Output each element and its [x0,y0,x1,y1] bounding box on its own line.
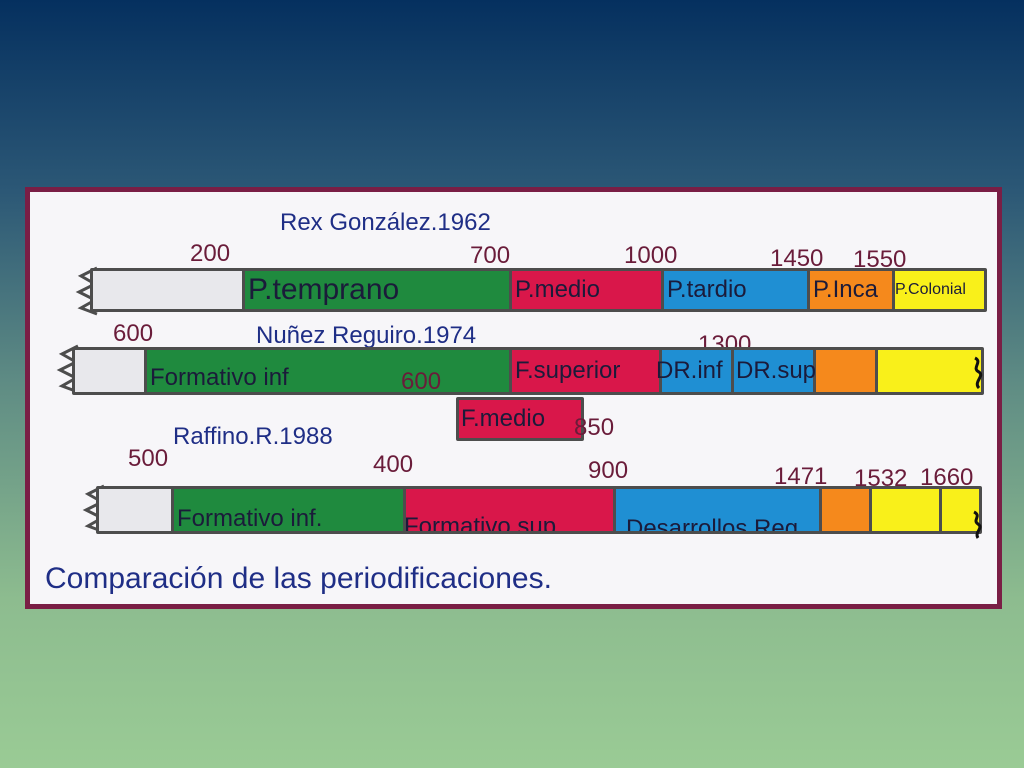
break-mark [82,484,106,534]
break-mark [973,510,982,539]
segment-p-tardio: P.tardio [664,271,810,309]
segment-p-medio: P.medio [512,271,664,309]
segment-formativo-inf: Formativo inf. [174,489,406,531]
date-label: 1000 [624,242,678,269]
segment-p-temprano: P.temprano [245,271,512,309]
timeline-bar-raffino: Formativo inf. Formativo sup. Desarrollo… [96,486,982,534]
author-rex-gonzalez: Rex González.1962 [280,209,491,236]
date-label: 850 [574,414,615,441]
date-label: 600 [401,368,442,395]
segment-undated [99,489,174,531]
author-raffino: Raffino.R.1988 [173,423,333,450]
segment-dr-inf: DR.inf [656,350,734,392]
segment-undated [93,271,245,309]
segment-f-medio: F.medio [456,397,584,441]
segment-desarrollos-reg: Desarrollos Reg. [616,489,822,531]
date-label: 1660 [920,464,974,491]
comparison-panel: Rex González.1962 200 700 1000 1450 1550… [25,187,1002,609]
segment-dr-sup: DR.sup [734,350,816,392]
date-label: 600 [113,320,154,347]
date-label: 1550 [853,246,907,273]
segment-formativo-inf: Formativo inf [147,350,512,392]
segment-f-superior: F.superior [512,350,662,392]
date-label: 1471 [774,463,828,490]
author-nunez-reguiro: Nuñez Reguiro.1974 [256,322,477,349]
date-label: 400 [373,451,414,478]
break-mark [974,356,983,390]
date-label: 1450 [770,245,824,272]
segment-p-colonial: P.Colonial [895,271,984,309]
timeline-bar-nunez-reguiro: Formativo inf F.superior DR.inf DR.sup [72,347,984,395]
date-label: 900 [588,457,629,484]
date-label: 200 [190,240,231,267]
segment-undated [75,350,147,392]
break-mark [56,344,80,394]
date-label: 500 [128,445,169,472]
break-mark [75,266,99,316]
segment-inca [816,350,878,392]
segment-formativo-sup: Formativo sup. [404,489,616,531]
segment-p-inca: P.Inca [810,271,895,309]
segment-inca [822,489,872,531]
caption: Comparación de las periodificaciones. [45,562,552,595]
segment-post-colonial [942,489,979,531]
timeline-bar-rex-gonzalez: P.temprano P.medio P.tardio P.Inca P.Col… [90,268,987,312]
date-label: 700 [470,242,511,269]
segment-colonial [872,489,942,531]
segment-colonial [878,350,981,392]
